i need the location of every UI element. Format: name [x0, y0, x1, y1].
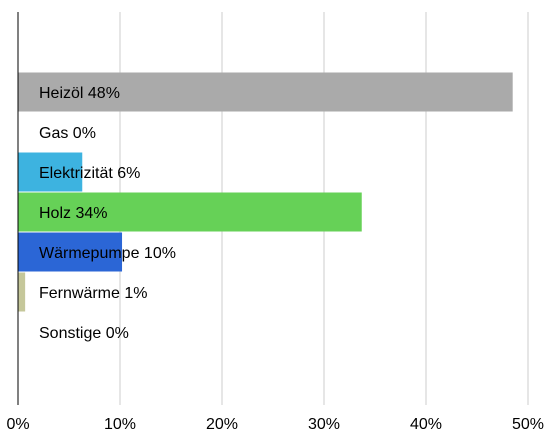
bar-5	[18, 232, 123, 272]
bar-label: Holz 34%	[39, 205, 107, 222]
bar-3	[18, 152, 83, 192]
bar-4	[18, 192, 362, 232]
x-tick-label: 30%	[308, 416, 340, 432]
bar-label: Gas 0%	[39, 125, 96, 142]
x-tick-label: 10%	[104, 416, 136, 432]
x-axis-ticks: 0% 10% 20% 30% 40% 50%	[6, 416, 544, 432]
x-tick-label: 20%	[206, 416, 238, 432]
bar-labels: Heizöl 48% Gas 0% Elektrizität 6% Holz 34% W…	[39, 85, 176, 342]
bar-1	[18, 72, 513, 112]
bar-label: Fernwärme 1%	[39, 285, 147, 302]
x-tick-label: 0%	[6, 416, 29, 432]
bars	[18, 72, 513, 312]
x-tick-label: 40%	[410, 416, 442, 432]
bar-label: Elektrizität 6%	[39, 165, 140, 182]
x-tick-label: 50%	[512, 416, 544, 432]
bar-label: Sonstige 0%	[39, 325, 129, 342]
bar-6	[18, 272, 26, 312]
bar-label: Wärmepumpe 10%	[39, 245, 176, 262]
bar-label: Heizöl 48%	[39, 85, 120, 102]
